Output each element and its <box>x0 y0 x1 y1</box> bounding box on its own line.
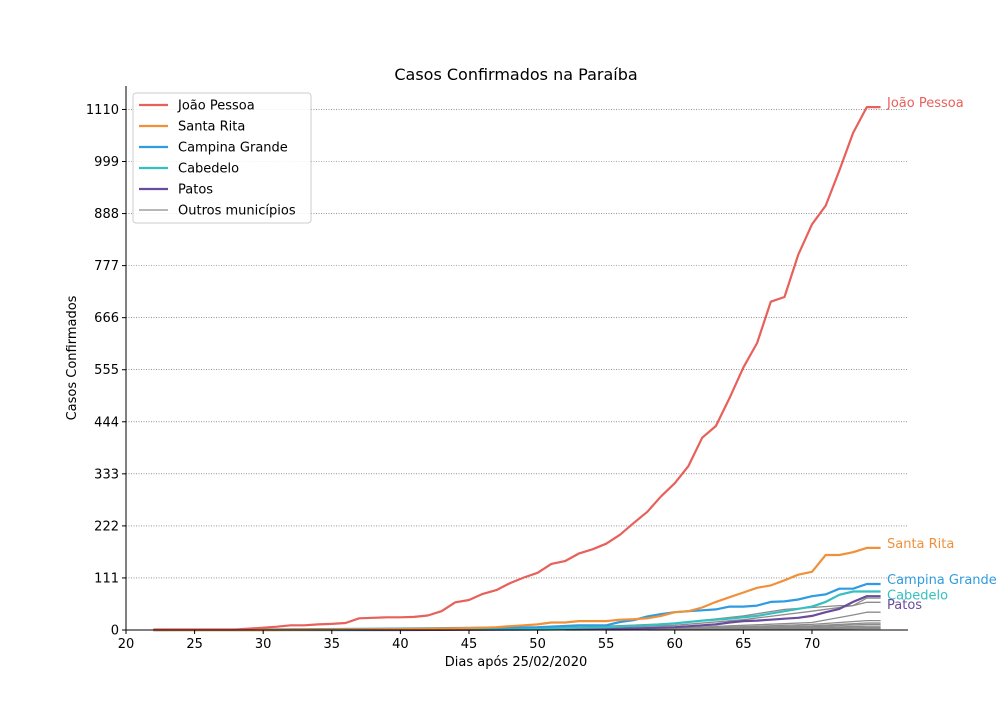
y-tick-label: 444 <box>94 415 119 430</box>
series-line-joao-pessoa <box>153 105 881 631</box>
x-tick-label: 35 <box>324 637 341 652</box>
y-tick-label: 333 <box>94 467 119 482</box>
x-tick-label: 20 <box>118 637 135 652</box>
x-tick-label: 30 <box>255 637 272 652</box>
y-axis-label: Casos Confirmados <box>65 295 80 420</box>
x-axis-label: Dias após 25/02/2020 <box>445 655 588 670</box>
y-tick-label: 777 <box>94 259 119 274</box>
series-end-label: Cabedelo <box>887 589 948 604</box>
x-tick-label: 55 <box>598 637 615 652</box>
legend: João Pessoa Santa Rita Campina Grande Cabed… <box>132 92 312 224</box>
x-tick-label: 65 <box>735 637 752 652</box>
y-tick-label: 1110 <box>86 103 119 118</box>
legend-label: Patos <box>178 183 213 198</box>
legend-box <box>132 92 312 224</box>
legend-label: Santa Rita <box>178 120 245 135</box>
main-series <box>153 105 881 632</box>
x-ticks: 20 25 30 35 40 45 50 55 60 65 70 <box>118 630 821 652</box>
legend-label: João Pessoa <box>177 99 255 114</box>
y-tick-label: 666 <box>94 311 119 326</box>
x-tick-label: 70 <box>804 637 821 652</box>
y-tick-label: 0 <box>111 624 119 639</box>
legend-label: Cabedelo <box>178 162 239 177</box>
x-tick-label: 40 <box>392 637 409 652</box>
y-tick-label: 555 <box>94 363 119 378</box>
x-tick-label: 25 <box>186 637 203 652</box>
legend-label: Campina Grande <box>178 141 288 156</box>
legend-label: Outros municípios <box>178 204 296 219</box>
y-ticks: 0 111 222 333 444 555 666 777 888 999 1110 <box>86 103 126 639</box>
series-end-labels: João Pessoa Santa Rita Campina GrandeCabed… <box>886 96 997 613</box>
series-end-label: João Pessoa <box>886 96 964 111</box>
series-line-patos <box>153 595 881 632</box>
series-end-label: Santa Rita <box>887 537 954 552</box>
y-tick-label: 111 <box>94 571 119 586</box>
y-tick-label: 222 <box>94 519 119 534</box>
x-tick-label: 60 <box>666 637 683 652</box>
series-line-santa-rita <box>153 546 881 632</box>
series-end-label: Patos <box>887 598 922 613</box>
x-tick-label: 45 <box>461 637 478 652</box>
y-tick-label: 888 <box>94 207 119 222</box>
series-line-campina-grande <box>153 582 881 632</box>
series-line-cabedelo <box>153 590 881 632</box>
y-tick-label: 999 <box>94 155 119 170</box>
series-end-label: Campina Grande <box>887 573 997 588</box>
x-tick-label: 50 <box>529 637 546 652</box>
axes <box>125 86 908 631</box>
chart-title: Casos Confirmados na Paraíba <box>394 65 637 84</box>
